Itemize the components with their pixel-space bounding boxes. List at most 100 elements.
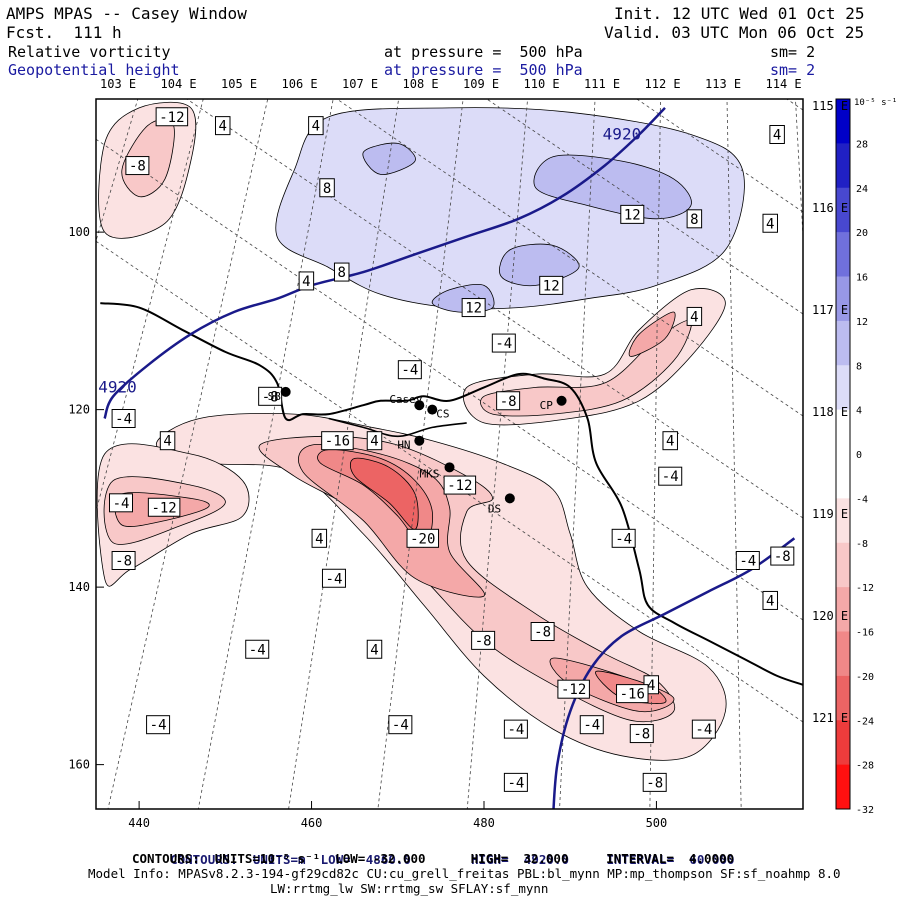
- station-marker: [414, 400, 425, 411]
- right-longitude-label: 116 E: [812, 201, 848, 215]
- colorbar-segment: [836, 320, 850, 366]
- contour-label: -8: [646, 775, 663, 791]
- contour-label: 4: [766, 593, 774, 609]
- contour-label-box: [461, 298, 486, 318]
- coastline: [100, 302, 803, 686]
- contour-label-box: [735, 551, 760, 570]
- contour-label-box: [321, 431, 354, 451]
- contour-label-box: [214, 116, 231, 136]
- station-label: Casey: [389, 393, 422, 406]
- colorbar-tick-label: 8: [856, 361, 862, 372]
- colorbar-tick-label: 28: [856, 139, 868, 150]
- contour-label: 8: [338, 265, 346, 281]
- contour-label: 4: [312, 119, 320, 135]
- colorbar-segment: [836, 720, 850, 766]
- contour-label-box: [539, 275, 564, 295]
- contour-label-box: [579, 715, 604, 735]
- longitude-label: 112 E: [645, 77, 681, 91]
- footer-vorticity-contours: CONTOURS: UNITS=10⁻⁵ s⁻¹ LOW= -32.000 HI…: [132, 851, 735, 866]
- footer-interval: INTERVAL= 60.000: [606, 852, 735, 867]
- field1-name: Relative vorticity: [8, 43, 171, 61]
- contour-label: 4: [163, 434, 171, 450]
- contour-label-box: [147, 497, 181, 517]
- contour-label: -4: [739, 554, 756, 570]
- contour-label: 4: [370, 642, 378, 658]
- contour-label-box: [159, 431, 176, 451]
- contour-label-box: [686, 306, 703, 326]
- contour-label-box: [629, 724, 654, 744]
- contour-label: -16: [325, 434, 350, 450]
- vorticity-contour-pos12: [362, 142, 416, 175]
- contour-label-box: [769, 125, 785, 144]
- contour-label-box: [308, 116, 324, 136]
- colorbar-tick-label: 16: [856, 273, 868, 284]
- contour-label-box: [388, 715, 413, 735]
- contour-label: 8: [323, 181, 331, 197]
- contour-label-box: [298, 271, 315, 291]
- contour-label: -4: [495, 336, 512, 352]
- footer-physics-info: LW:rrtmg_lw SW:rrtmg_sw SFLAY:sf_mynn: [270, 881, 549, 896]
- field2-name: Geopotential height: [8, 61, 180, 79]
- meridian-line: [107, 99, 269, 809]
- colorbar-tick-label: -16: [856, 628, 874, 639]
- colorbar-segment: [836, 409, 850, 455]
- contour-label: -12: [151, 500, 176, 516]
- longitude-label: 114 E: [766, 77, 802, 91]
- contour-label-box: [496, 391, 521, 411]
- geopotential-4920-south: [552, 537, 796, 809]
- contour-label-box: [662, 431, 678, 451]
- contour-label-box: [691, 719, 716, 739]
- meridian-line: [96, 99, 204, 514]
- colorbar-tick-label: 24: [856, 184, 868, 195]
- footer-units: UNITS=m: [252, 852, 306, 867]
- colorbar-segment: [836, 542, 850, 588]
- colorbar-segment: [836, 99, 850, 144]
- station-marker: [556, 395, 567, 406]
- contour-label: -4: [662, 469, 679, 485]
- contour-label: -8: [774, 549, 791, 565]
- parallel-line: [336, 99, 803, 417]
- parallel-line: [786, 99, 803, 111]
- contour-label: 4: [666, 434, 674, 450]
- contour-label: 12: [624, 207, 641, 223]
- contour-label-box: [146, 715, 171, 735]
- parallel-line: [96, 138, 803, 621]
- station-marker: [444, 462, 455, 473]
- station-label: CP: [540, 399, 554, 412]
- colorbar-tick-label: -8: [856, 539, 868, 550]
- contour-label: 4: [302, 274, 310, 290]
- contour-label-box: [762, 213, 778, 233]
- geopotential-label: 4920: [603, 125, 642, 144]
- contour-label-box: [319, 178, 335, 198]
- right-longitude-label: 117 E: [812, 303, 848, 317]
- longitude-label: 103 E: [100, 77, 136, 91]
- contour-label: -8: [633, 727, 650, 743]
- vorticity-contour-neg12: [628, 311, 676, 357]
- geopotential-4920-north: [103, 107, 666, 419]
- colorbar-tick-label: 4: [856, 406, 862, 417]
- longitude-label: 106 E: [282, 77, 318, 91]
- contour-label-box: [443, 475, 477, 495]
- footer-low: LOW= 4860.0: [320, 852, 411, 867]
- contour-label-box: [491, 333, 516, 353]
- contour-label-box: [620, 204, 645, 224]
- contour-label-box: [111, 409, 136, 428]
- colorbar-tick-label: 0: [856, 450, 862, 461]
- colorbar-tick-label: -20: [856, 672, 874, 683]
- y-tick-label: 160: [68, 758, 90, 772]
- contour-label: -12: [447, 478, 472, 494]
- station-marker: [427, 404, 438, 415]
- contour-label: -8: [534, 625, 551, 641]
- colorbar-tick-label: 12: [856, 317, 868, 328]
- colorbar-units: 10⁻⁵ s⁻¹: [854, 98, 897, 108]
- contour-label-box: [557, 679, 590, 699]
- contour-label: -4: [249, 642, 266, 658]
- contour-label: -4: [326, 571, 343, 587]
- init-time: Init. 12 UTC Wed 01 Oct 25: [614, 4, 865, 23]
- x-tick-label: 500: [646, 816, 668, 830]
- contour-label-box: [245, 639, 270, 659]
- plot-frame: [95, 98, 804, 810]
- valid-time: Valid. 03 UTC Mon 06 Oct 25: [604, 23, 865, 42]
- longitude-label: 110 E: [524, 77, 560, 91]
